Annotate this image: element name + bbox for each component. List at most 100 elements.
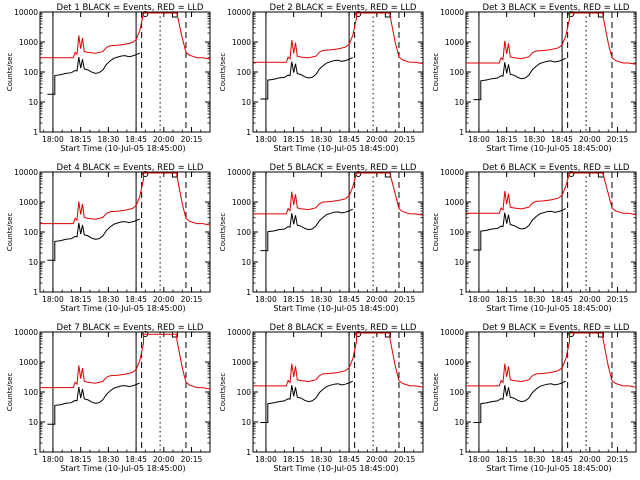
y-tick-label: 10 xyxy=(28,258,38,267)
plot-frame xyxy=(465,11,637,133)
x-tick-label: 18:00 xyxy=(255,135,277,144)
y-tick-label: 1 xyxy=(33,128,38,137)
x-tick-label: 18:30 xyxy=(311,135,333,144)
y-axis-label: Counts/sec xyxy=(219,213,227,252)
x-tick-label: 20:00 xyxy=(153,455,175,464)
x-tick-label: 18:30 xyxy=(524,295,546,304)
y-tick-label: 10000 xyxy=(227,328,251,337)
x-tick-label: 18:45 xyxy=(338,135,360,144)
y-tick-label: 1000 xyxy=(19,358,38,367)
panel-title: Det 1 BLACK = Events, RED = LLD xyxy=(57,3,204,13)
x-tick-label: 20:15 xyxy=(607,295,629,304)
detector-panel: Det 7 BLACK = Events, RED = LLD 1 10 100 100… xyxy=(6,323,211,473)
y-axis-label: Counts/sec xyxy=(432,373,440,412)
x-tick-label: 18:00 xyxy=(42,135,64,144)
x-tick-label: 18:00 xyxy=(255,295,277,304)
panel-title: Det 2 BLACK = Events, RED = LLD xyxy=(270,3,417,13)
y-tick-label: 10 xyxy=(241,418,251,427)
plot-frame xyxy=(252,331,424,453)
y-tick-label: 1 xyxy=(459,448,464,457)
attenuator-out-symbol xyxy=(597,331,604,338)
x-tick-label: 18:15 xyxy=(283,135,305,144)
x-tick-label: 18:15 xyxy=(496,455,518,464)
x-axis-label: Start Time (10-Jul-05 18:45:00) xyxy=(486,144,611,153)
y-tick-label: 10000 xyxy=(440,328,464,337)
y-tick-label: 10 xyxy=(241,258,251,267)
panel-title: Det 4 BLACK = Events, RED = LLD xyxy=(57,163,204,173)
y-tick-label: 10000 xyxy=(14,8,38,17)
x-tick-label: 18:00 xyxy=(255,455,277,464)
attenuator-in-symbol xyxy=(355,11,362,17)
lld-series-line xyxy=(40,12,211,60)
panel-title: Det 5 BLACK = Events, RED = LLD xyxy=(270,163,417,173)
y-tick-label: 10000 xyxy=(440,168,464,177)
y-tick-label: 10000 xyxy=(227,168,251,177)
panel-title: Det 8 BLACK = Events, RED = LLD xyxy=(270,323,417,333)
y-tick-label: 1000 xyxy=(445,38,464,47)
detector-panel: Det 9 BLACK = Events, RED = LLD 1 10 100 100… xyxy=(432,323,637,473)
x-tick-label: 20:00 xyxy=(153,135,175,144)
x-tick-label: 20:15 xyxy=(394,455,416,464)
events-series-line xyxy=(473,57,567,101)
lld-series-line xyxy=(253,332,424,388)
x-tick-label: 18:30 xyxy=(98,135,120,144)
x-tick-label: 18:30 xyxy=(311,455,333,464)
attenuator-out-symbol xyxy=(384,11,391,18)
y-tick-label: 10 xyxy=(241,98,251,107)
events-series-line xyxy=(47,52,141,95)
y-tick-label: 1000 xyxy=(445,198,464,207)
plot-frame xyxy=(465,171,637,293)
y-axis-label: Counts/sec xyxy=(432,53,440,92)
y-tick-label: 1000 xyxy=(19,198,38,207)
x-tick-label: 20:15 xyxy=(181,455,203,464)
y-tick-label: 1000 xyxy=(445,358,464,367)
detector-panel: Det 4 BLACK = Events, RED = LLD 1 10 100 100… xyxy=(6,163,211,313)
x-tick-label: 20:00 xyxy=(366,295,388,304)
events-series-line xyxy=(47,382,141,425)
x-axis-label: Start Time (10-Jul-05 18:45:00) xyxy=(60,144,185,153)
x-tick-label: 18:45 xyxy=(125,135,147,144)
x-tick-label: 20:15 xyxy=(607,135,629,144)
x-tick-label: 18:45 xyxy=(551,295,573,304)
y-tick-label: 10 xyxy=(28,98,38,107)
y-tick-label: 10 xyxy=(454,98,464,107)
y-tick-label: 1000 xyxy=(232,358,251,367)
y-axis-label: Counts/sec xyxy=(432,213,440,252)
x-tick-label: 18:15 xyxy=(496,295,518,304)
detector-panel: Det 3 BLACK = Events, RED = LLD 1 10 100 100… xyxy=(432,3,637,153)
y-tick-label: 10000 xyxy=(14,168,38,177)
events-series-line xyxy=(473,380,567,423)
x-tick-label: 18:45 xyxy=(338,455,360,464)
x-tick-label: 18:15 xyxy=(70,135,92,144)
y-tick-label: 1000 xyxy=(232,198,251,207)
y-tick-label: 100 xyxy=(24,68,39,77)
y-tick-label: 100 xyxy=(237,388,252,397)
y-tick-label: 10000 xyxy=(440,8,464,17)
x-tick-label: 20:00 xyxy=(579,135,601,144)
x-axis-label: Start Time (10-Jul-05 18:45:00) xyxy=(60,304,185,313)
y-axis-label: Counts/sec xyxy=(6,53,14,92)
x-tick-label: 18:15 xyxy=(70,295,92,304)
y-axis-label: Counts/sec xyxy=(6,213,14,252)
x-tick-label: 18:30 xyxy=(98,455,120,464)
attenuator-in-symbol xyxy=(568,11,575,17)
detector-panel: Det 1 BLACK = Events, RED = LLD 1 10 100 100… xyxy=(6,3,211,153)
y-tick-label: 100 xyxy=(450,228,465,237)
events-series-line xyxy=(260,208,354,252)
x-tick-label: 20:00 xyxy=(579,455,601,464)
detector-panel: Det 6 BLACK = Events, RED = LLD 1 10 100 100… xyxy=(432,163,637,313)
x-tick-label: 20:15 xyxy=(607,455,629,464)
x-tick-label: 20:15 xyxy=(181,295,203,304)
lld-series-line xyxy=(40,172,211,226)
x-tick-label: 18:15 xyxy=(283,455,305,464)
panel-title: Det 3 BLACK = Events, RED = LLD xyxy=(483,3,630,13)
lld-series-line xyxy=(253,172,424,216)
y-tick-label: 100 xyxy=(24,228,39,237)
lld-series-line xyxy=(466,12,637,65)
x-tick-label: 18:00 xyxy=(42,295,64,304)
plot-frame xyxy=(39,171,211,293)
plot-frame xyxy=(465,331,637,453)
lld-series-line xyxy=(40,333,211,390)
x-axis-label: Start Time (10-Jul-05 18:45:00) xyxy=(273,144,398,153)
